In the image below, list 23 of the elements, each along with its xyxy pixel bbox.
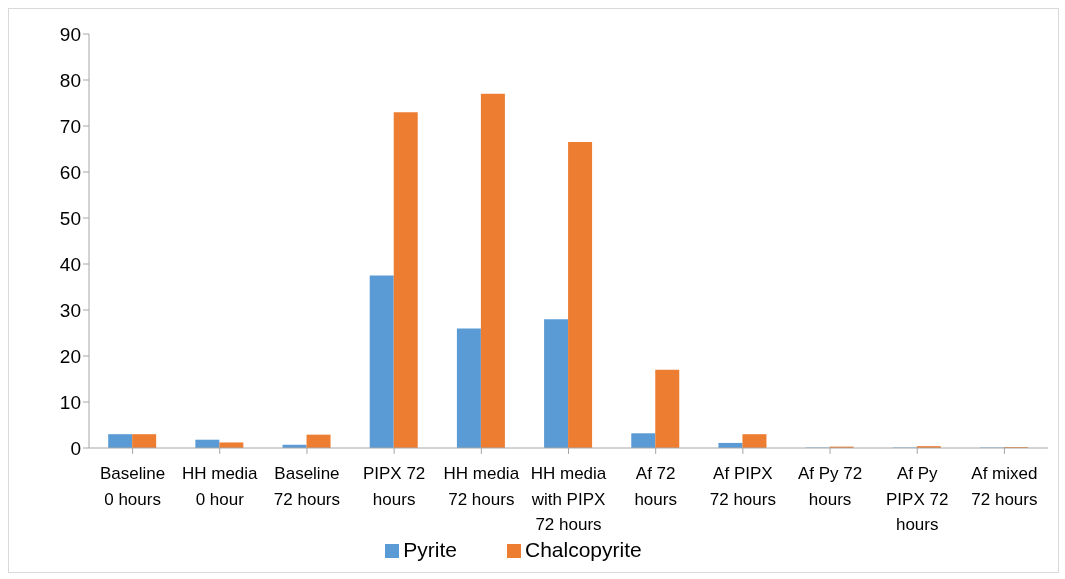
y-tick-label: 10 <box>59 391 81 413</box>
x-tick-label: HH media 72 hours <box>443 464 520 509</box>
y-tick-label: 20 <box>59 345 81 367</box>
x-tick-label: HH media with PIPX 72 hours <box>530 464 607 535</box>
y-tick-label: 60 <box>59 161 81 183</box>
x-tick-label: Af Py 72 hours <box>797 464 863 509</box>
legend-label: Chalcopyrite <box>524 538 642 561</box>
y-tick-label: 40 <box>59 253 81 275</box>
y-tick-label: 50 <box>59 207 81 229</box>
x-tick-label: Af PIPX 72 hours <box>709 464 776 509</box>
x-tick-label: Baseline 72 hours <box>273 464 341 509</box>
x-tick-label: Af mixed 72 hours <box>971 464 1038 509</box>
y-tick-label: 70 <box>59 115 81 137</box>
y-tick-label: 90 <box>59 23 81 45</box>
legend-label: Pyrite <box>403 538 457 561</box>
x-tick-label: Af 72 hours <box>634 464 677 509</box>
x-tick-label: Af Py PIPX 72 hours <box>886 464 949 535</box>
y-tick-label: 80 <box>59 69 81 91</box>
x-tick-label: HH media 0 hour <box>181 464 259 509</box>
y-tick-label: 30 <box>59 299 81 321</box>
x-tick-label: Baseline 0 hours <box>99 464 166 509</box>
y-tick-label: 0 <box>70 437 81 459</box>
x-tick-label: PIPX 72 hours <box>362 464 426 509</box>
